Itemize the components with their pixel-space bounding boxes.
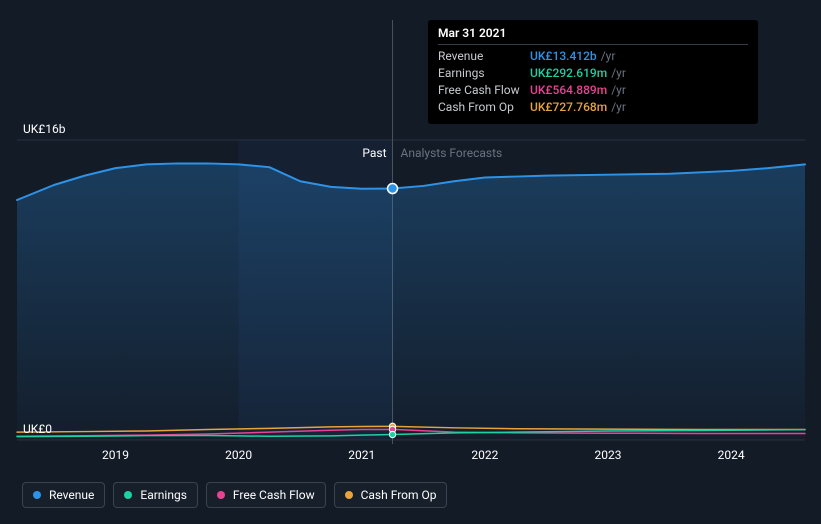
x-axis-tick: 2019 (102, 448, 129, 462)
tooltip-row-value: UK£727.768m (530, 99, 607, 116)
y-axis-tick: UK£0 (23, 422, 52, 436)
legend-item-revenue[interactable]: Revenue (22, 482, 105, 508)
tooltip-row-label: Earnings (438, 65, 530, 82)
y-axis-tick: UK£16b (23, 122, 66, 136)
legend-dot-icon (33, 491, 41, 499)
x-axis-tick: 2023 (595, 448, 622, 462)
tooltip-row-unit: /yr (611, 99, 626, 116)
tooltip-row-unit: /yr (611, 82, 626, 99)
tooltip-row: RevenueUK£13.412b/yr (438, 48, 748, 65)
tooltip-row: Free Cash FlowUK£564.889m/yr (438, 82, 748, 99)
tooltip-row: Cash From OpUK£727.768m/yr (438, 99, 748, 116)
tooltip-row-unit: /yr (601, 48, 616, 65)
tooltip-row-value: UK£292.619m (530, 65, 607, 82)
tooltip-row-label: Free Cash Flow (438, 82, 530, 99)
legend-item-label: Earnings (140, 488, 187, 502)
x-axis-tick: 2020 (225, 448, 252, 462)
legend-item-label: Cash From Op (361, 488, 437, 502)
tooltip-row-label: Revenue (438, 48, 530, 65)
legend-item-free-cash-flow[interactable]: Free Cash Flow (206, 482, 326, 508)
past-label: Past (333, 146, 387, 160)
legend-dot-icon (217, 491, 225, 499)
chart-legend: Revenue Earnings Free Cash Flow Cash From O… (22, 482, 447, 508)
chart-tooltip: Mar 31 2021 RevenueUK£13.412b/yrEarnings… (428, 20, 758, 124)
legend-item-label: Free Cash Flow (233, 488, 315, 502)
legend-item-earnings[interactable]: Earnings (113, 482, 198, 508)
legend-item-label: Revenue (49, 488, 94, 502)
tooltip-row: EarningsUK£292.619m/yr (438, 65, 748, 82)
tooltip-date: Mar 31 2021 (438, 26, 748, 45)
x-axis-tick: 2021 (348, 448, 375, 462)
legend-item-cash-from-op[interactable]: Cash From Op (334, 482, 448, 508)
tooltip-row-label: Cash From Op (438, 99, 530, 116)
x-axis-tick: 2022 (471, 448, 498, 462)
financials-chart: UK£16b UK£0 2019 2020 2021 2022 2023 2024 Past… (0, 0, 821, 524)
legend-dot-icon (124, 491, 132, 499)
forecast-label: Analysts Forecasts (401, 146, 503, 160)
tooltip-row-unit: /yr (611, 65, 626, 82)
tooltip-row-value: UK£13.412b (530, 48, 597, 65)
tooltip-row-value: UK£564.889m (530, 82, 607, 99)
legend-dot-icon (345, 491, 353, 499)
x-axis-tick: 2024 (718, 448, 745, 462)
